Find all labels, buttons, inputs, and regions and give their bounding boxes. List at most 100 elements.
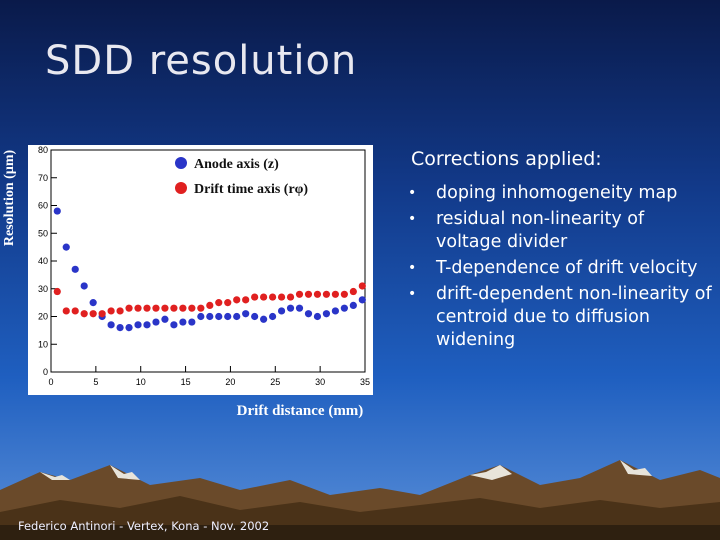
series-0-point [286, 304, 295, 312]
correction-text: doping inhomogeneity map [436, 183, 678, 203]
series-1-point [116, 307, 124, 315]
x-tick-label: 20 [225, 377, 235, 387]
series-0-point [215, 312, 223, 321]
x-tick-label: 10 [136, 377, 146, 387]
corrections-heading: Corrections applied: [411, 148, 602, 170]
series-0-point [313, 312, 322, 321]
foreground-ground [0, 525, 720, 540]
series-1-point [340, 290, 348, 298]
series-1-point [313, 290, 322, 298]
series-1-point [170, 304, 178, 312]
series-1-point [206, 301, 214, 309]
series-0-point [62, 243, 70, 251]
series-0-point [107, 321, 115, 329]
series-0-point [349, 301, 357, 309]
bullet-icon: • [408, 211, 417, 227]
series-1-point [295, 290, 304, 298]
bullet-icon: • [408, 286, 417, 302]
correction-item: • residual non-linearity of voltage divid… [408, 208, 713, 254]
series-1-point [215, 299, 223, 307]
series-0-point [125, 324, 133, 332]
y-tick-label: 10 [38, 339, 48, 349]
y-tick-label: 80 [38, 145, 48, 155]
series-1-point [322, 290, 331, 298]
series-1-point [251, 293, 259, 301]
plot-area [50, 149, 366, 373]
series-1-point [143, 304, 151, 312]
series-0-point [89, 299, 97, 307]
series-0-point [251, 312, 259, 321]
series-0-point [242, 310, 250, 318]
series-1-point [304, 290, 313, 298]
mountain-landscape [0, 460, 720, 540]
series-0-point [358, 296, 366, 304]
y-tick-label: 70 [38, 173, 48, 183]
series-0-point [277, 307, 286, 315]
series-1-point [277, 293, 286, 301]
series-1-point [53, 287, 61, 296]
series-0-point [161, 315, 169, 323]
series-1-point [161, 304, 169, 312]
series-1-point [286, 293, 295, 301]
series-0-point [143, 321, 151, 329]
y-tick-label: 40 [38, 256, 48, 266]
series-0-point [224, 312, 232, 321]
y-tick-label: 50 [38, 228, 48, 238]
series-1-point [197, 304, 205, 312]
series-1-point [224, 299, 232, 307]
series-1-point [152, 304, 160, 312]
corrections-panel: Corrections applied: • doping inhomogenei… [408, 148, 713, 355]
series-0-point [340, 304, 348, 312]
y-axis-label: Resolution (µm) [2, 149, 17, 247]
series-0-point [197, 312, 205, 321]
x-tick-label: 35 [360, 377, 370, 387]
legend-label: Anode axis (z) [194, 157, 279, 172]
y-tick-label: 20 [38, 312, 48, 322]
x-tick-label: 30 [315, 377, 325, 387]
correction-item: • doping inhomogeneity map [408, 182, 713, 205]
resolution-chart: 0 5 10 15 20 25 30 35 0 10 20 30 40 50 60 70 80 Anode ax… [28, 145, 373, 395]
x-axis-label: Drift distance (mm) [236, 403, 364, 419]
series-1-point [242, 296, 250, 304]
bullet-icon: • [408, 260, 417, 276]
series-1-point [80, 310, 88, 318]
series-0-point [116, 324, 124, 332]
x-tick-label: 5 [93, 377, 98, 387]
footer-credit: Federico Antinori - Vertex, Kona - Nov. … [18, 519, 270, 533]
legend-label: Drift time axis (rφ) [194, 182, 308, 197]
chart-legend: Anode axis (z) Drift time axis (rφ) [175, 157, 308, 197]
series-0-point [304, 310, 313, 318]
series-0-point [179, 318, 187, 326]
series-1-point [358, 282, 366, 290]
series-0-point [170, 321, 178, 329]
correction-item: • T-dependence of drift velocity [408, 257, 713, 280]
legend-marker [175, 157, 187, 169]
series-1-point [134, 304, 142, 312]
corrections-list: • doping inhomogeneity map • residual non-… [408, 182, 713, 352]
series-1-point [233, 296, 241, 304]
series-1-point [98, 310, 106, 318]
series-1-point [125, 304, 133, 312]
correction-text: residual non-linearity of voltage divide… [436, 209, 645, 252]
series-0-point [331, 307, 339, 315]
y-tick-label: 60 [38, 201, 48, 211]
series-1-point [268, 293, 277, 301]
series-1-point [331, 290, 339, 298]
data-points [53, 207, 366, 332]
series-0-point [260, 315, 268, 323]
series-0-point [71, 265, 79, 273]
series-1-point [107, 307, 115, 315]
series-1-point [349, 287, 357, 296]
series-0-point [268, 312, 277, 321]
series-0-point [134, 321, 142, 329]
series-0-point [152, 318, 160, 326]
slide-title: SDD resolution [45, 38, 358, 84]
series-0-point [295, 304, 304, 312]
correction-text: drift-dependent non-linearity of centroi… [436, 284, 712, 350]
series-0-point [188, 318, 196, 326]
series-0-point [206, 312, 214, 321]
y-tick-label: 0 [43, 367, 48, 377]
series-1-point [179, 304, 187, 312]
series-1-point [188, 304, 196, 312]
x-tick-label: 0 [48, 377, 53, 387]
